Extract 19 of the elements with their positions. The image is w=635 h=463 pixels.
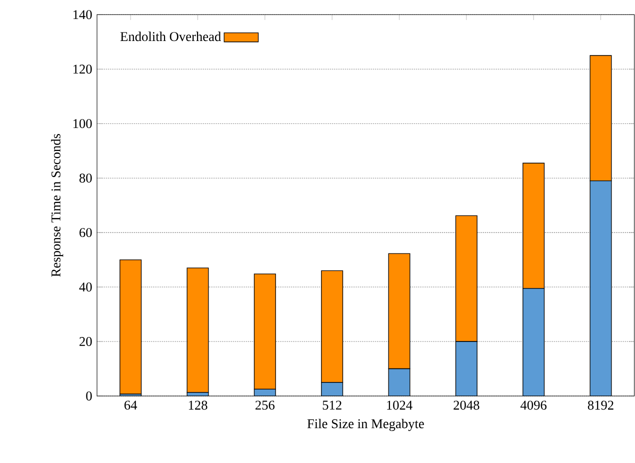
y-tick-label: 60 bbox=[80, 228, 92, 238]
y-tick-label: 80 bbox=[79, 174, 92, 183]
x-tick-label: 64 bbox=[124, 400, 138, 410]
y-tick-label: 120 bbox=[73, 64, 92, 74]
y-tick-label: 0 bbox=[86, 391, 92, 400]
x-tick-label: 512 bbox=[322, 400, 342, 410]
x-tick-label: 2048 bbox=[454, 400, 480, 410]
x-tick-label: 8192 bbox=[588, 400, 614, 410]
x-tick-label: 128 bbox=[188, 400, 208, 410]
y-axis-title: Response Time in Seconds bbox=[51, 134, 64, 277]
y-tick-label: 100 bbox=[73, 119, 92, 128]
y-tick-label: 140 bbox=[73, 10, 92, 20]
x-tick-label: 256 bbox=[256, 400, 275, 410]
legend-label: Endolith Overhead bbox=[120, 32, 221, 42]
x-tick-label: 1024 bbox=[387, 400, 412, 410]
x-axis-title: File Size in Megabyte bbox=[307, 418, 424, 431]
y-tick-label: 40 bbox=[79, 282, 92, 292]
x-tick-label: 4096 bbox=[520, 400, 547, 410]
y-tick-label: 20 bbox=[80, 337, 92, 346]
